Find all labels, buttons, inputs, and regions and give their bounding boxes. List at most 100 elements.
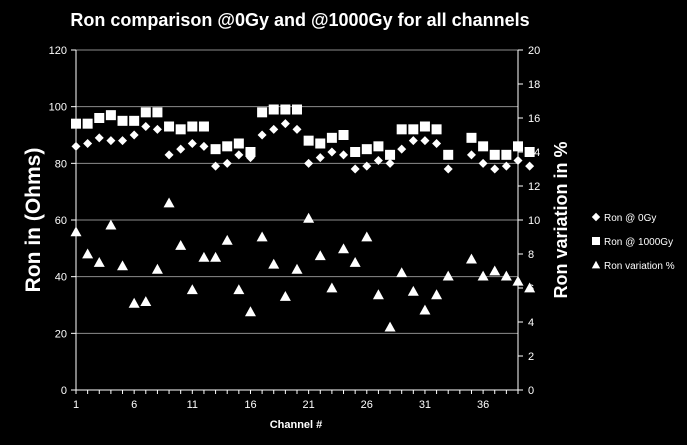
y-axis-tick-label: 60 — [55, 215, 67, 227]
diamond-point — [397, 144, 407, 154]
square-point — [129, 115, 140, 126]
diamond-point — [327, 147, 337, 157]
square-point — [326, 132, 337, 143]
square-point — [71, 118, 81, 129]
square-point — [431, 124, 442, 135]
y2-axis-tick-label: 12 — [528, 181, 540, 193]
square-point — [175, 124, 186, 135]
x-axis-tick-label: 6 — [131, 399, 137, 411]
square-point — [233, 138, 244, 149]
triangle-point — [256, 231, 268, 242]
diamond-point — [362, 161, 372, 171]
diamond-point — [71, 141, 81, 151]
y2-axis-tick-label: 16 — [528, 113, 540, 125]
y-axis-label: Ron in (Ohms) — [22, 148, 45, 293]
square-point — [443, 149, 454, 160]
y2-axis-label: Ron variation in % — [551, 141, 571, 298]
diamond-point — [187, 139, 197, 148]
triangle-point — [186, 284, 198, 295]
triangle-point — [151, 263, 163, 274]
diamond-point — [315, 153, 325, 163]
square-point — [385, 149, 396, 160]
square-point — [292, 104, 302, 115]
data-points — [70, 104, 536, 332]
triangle-point — [105, 219, 117, 230]
triangle-point — [163, 197, 175, 208]
square-point — [524, 147, 535, 157]
y2-axis-tick-label: 8 — [528, 249, 534, 261]
x-axis-ticks: 1 6 11 16 21 26 31 36 — [73, 390, 519, 411]
y-axis-tick-label: 20 — [55, 328, 67, 340]
square-point — [408, 124, 419, 135]
x-axis-tick-label: 21 — [303, 399, 315, 411]
diamond-point — [501, 161, 511, 171]
triangle-point — [442, 270, 454, 281]
square-point — [257, 107, 268, 118]
diamond-point — [257, 130, 267, 140]
y-axis-tick-label: 80 — [55, 158, 67, 170]
triangle-point — [175, 240, 187, 250]
diamond-point — [141, 122, 151, 131]
square-point — [187, 121, 198, 132]
diamond-point — [513, 156, 523, 165]
square-point — [350, 147, 361, 157]
diamond-point — [339, 150, 349, 160]
y-axis-tick-label: 120 — [49, 45, 67, 57]
square-point — [478, 141, 489, 152]
y2-axis-tick-label: 0 — [528, 385, 534, 397]
diamond-point — [466, 150, 476, 160]
triangle-point — [70, 226, 82, 237]
right-axis-ticks: 02468101214161820 — [518, 45, 540, 397]
diamond-point — [106, 136, 116, 146]
diamond-point — [385, 158, 395, 168]
triangle-point — [128, 297, 140, 308]
square-point — [105, 110, 116, 121]
diamond-point — [269, 124, 279, 134]
y-axis-tick-label: 0 — [61, 385, 67, 397]
triangle-point — [268, 258, 280, 269]
square-point — [268, 104, 279, 115]
triangle-point — [500, 270, 512, 281]
diamond-point — [304, 158, 314, 168]
diamond-point — [222, 158, 232, 168]
triangle-point — [303, 212, 315, 223]
triangle-point — [93, 257, 105, 267]
triangle-point — [396, 267, 408, 278]
square-point — [466, 132, 477, 143]
triangle-point — [465, 253, 477, 264]
square-point — [164, 121, 175, 132]
square-point — [82, 118, 93, 129]
x-axis-tick-label: 31 — [419, 399, 431, 411]
legend-label: Ron @ 1000Gy — [604, 237, 673, 248]
chart-title: Ron comparison @0Gy and @1000Gy for all … — [70, 10, 529, 30]
square-point — [489, 149, 500, 160]
diamond-point — [408, 136, 418, 146]
y-axis-tick-label: 40 — [55, 272, 67, 284]
square-point — [210, 144, 221, 155]
square-point — [361, 144, 372, 155]
diamond-point — [118, 136, 128, 146]
diamond-point — [199, 141, 209, 151]
diamond-point — [176, 144, 186, 154]
legend-marker-diamond — [591, 212, 601, 222]
triangle-point — [431, 289, 443, 300]
legend-marker-square — [592, 237, 600, 245]
square-point — [140, 107, 151, 118]
triangle-point — [244, 306, 256, 317]
square-point — [501, 149, 512, 160]
x-axis-tick-label: 16 — [244, 399, 256, 411]
triangle-point — [419, 304, 431, 315]
diamond-point — [373, 156, 383, 165]
x-axis-tick-label: 11 — [187, 399, 198, 411]
diamond-point — [292, 124, 302, 134]
triangle-point — [117, 260, 129, 271]
square-point — [117, 115, 128, 126]
square-point — [338, 130, 349, 140]
triangle-point — [279, 291, 291, 301]
square-point — [513, 141, 523, 152]
y2-axis-tick-label: 18 — [528, 79, 540, 91]
diamond-point — [164, 150, 174, 160]
x-axis-tick-label: 1 — [73, 399, 79, 411]
